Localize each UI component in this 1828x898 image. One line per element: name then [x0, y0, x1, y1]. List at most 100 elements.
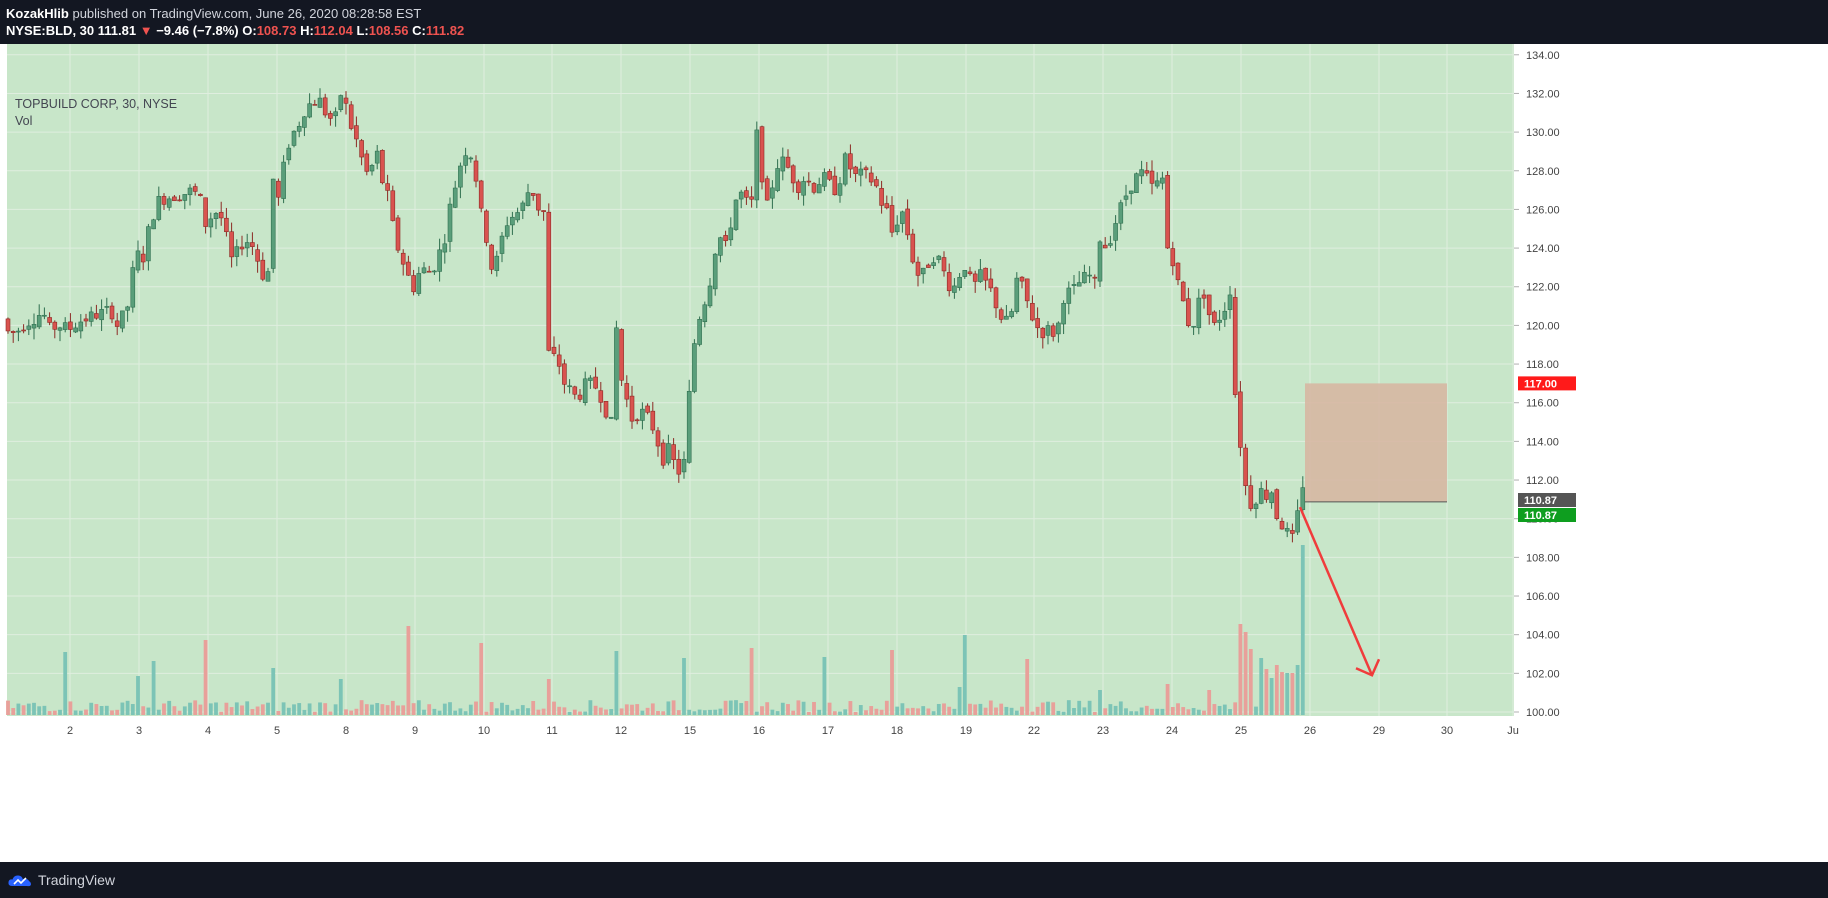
chart-container[interactable]: 100.00102.00104.00106.00108.00110.00112.…	[0, 44, 1828, 862]
candle-body	[1196, 297, 1202, 329]
volume-bar	[1035, 706, 1040, 715]
volume-bar	[832, 711, 837, 715]
volume-bar	[474, 701, 478, 715]
volume-bar	[1217, 705, 1222, 715]
volume-bar	[1233, 702, 1238, 715]
candle-body	[582, 378, 588, 403]
candle-body	[671, 444, 676, 460]
price-tick-label: 130.00	[1526, 127, 1560, 139]
volume-bar	[1124, 708, 1128, 715]
candle-body	[120, 310, 125, 329]
candle-body	[281, 161, 286, 199]
author-name[interactable]: KozakHlib	[6, 6, 69, 21]
volume-bar	[546, 679, 551, 715]
candle-body	[468, 157, 474, 160]
volume-bar	[541, 708, 546, 715]
candle-body	[239, 246, 245, 250]
candle-body	[593, 376, 598, 389]
candle-body	[614, 327, 619, 420]
candle-body	[135, 250, 141, 271]
candle-body	[634, 419, 640, 422]
candle-body	[1087, 274, 1092, 277]
volume-bar	[375, 703, 380, 715]
tradingview-logo[interactable]: TradingView	[8, 872, 115, 888]
tradingview-cloud-icon	[8, 875, 31, 887]
volume-bar	[1061, 711, 1066, 715]
candle-body	[437, 249, 442, 272]
volume-bar	[463, 711, 468, 715]
price-tick-label: 124.00	[1526, 243, 1560, 255]
candle-body	[920, 267, 926, 275]
volume-bar	[338, 679, 343, 715]
volume-bar	[635, 704, 640, 715]
price-marker-label: 110.87	[1524, 510, 1557, 522]
volume-bar	[396, 705, 400, 715]
close-value: 111.82	[425, 23, 465, 38]
volume-bar	[510, 710, 515, 715]
volume-bar	[952, 708, 957, 715]
volume-bar	[370, 704, 374, 715]
volume-bar	[843, 709, 848, 715]
volume-bar	[437, 710, 442, 715]
volume-bar	[78, 710, 83, 715]
volume-bar	[1290, 673, 1295, 715]
price-tick-label: 120.00	[1526, 320, 1560, 332]
price-marker	[1518, 493, 1576, 507]
candle-body	[47, 317, 52, 323]
volume-bar	[926, 708, 931, 715]
candle-body	[650, 410, 656, 431]
volume-bar	[1087, 700, 1092, 715]
candle-body	[978, 269, 983, 282]
volume-bar	[552, 701, 556, 715]
change-down-icon: ▼	[139, 23, 153, 38]
candle-body	[88, 311, 94, 322]
candle-body	[478, 180, 484, 209]
volume-bar	[780, 702, 785, 715]
volume-bar	[224, 702, 229, 715]
candle-body	[1227, 294, 1233, 310]
candle-body	[983, 267, 988, 281]
volume-bar	[708, 709, 712, 715]
candle-body	[400, 252, 406, 265]
volume-bar	[562, 707, 567, 715]
candle-body	[811, 183, 817, 193]
volume-bar	[11, 708, 16, 715]
candle-body	[328, 113, 333, 119]
volume-bar	[619, 708, 624, 715]
candle-body	[68, 321, 73, 330]
volume-bar	[1025, 659, 1030, 715]
volume-bar	[52, 710, 57, 715]
volume-bar	[1228, 709, 1232, 715]
left-margin	[0, 44, 7, 716]
volume-bar	[16, 703, 21, 715]
candle-body	[1284, 528, 1290, 532]
candle-body	[1248, 485, 1254, 509]
candle-body	[463, 155, 468, 166]
volume-bar	[1072, 708, 1076, 715]
candle-body	[104, 306, 110, 308]
time-tick-label: 24	[1166, 725, 1178, 737]
volume-bar	[614, 651, 619, 715]
candle-body	[10, 331, 16, 333]
volume-bar	[89, 702, 94, 715]
price-chart[interactable]: 100.00102.00104.00106.00108.00110.00112.…	[0, 44, 1828, 862]
time-tick-label: 2	[67, 725, 73, 737]
candle-body	[754, 129, 760, 201]
volume-bar	[671, 700, 676, 715]
volume-bar	[640, 710, 645, 715]
candle-body	[790, 165, 796, 184]
candle-body	[619, 329, 624, 381]
candle-body	[1300, 487, 1306, 510]
candle-body	[114, 320, 120, 327]
volume-bar	[962, 635, 967, 715]
candle-body	[499, 235, 505, 254]
candle-body	[374, 150, 380, 164]
candle-body	[640, 408, 645, 421]
volume-bar	[479, 643, 484, 715]
time-tick-label: Ju	[1507, 725, 1519, 737]
candle-body	[889, 205, 895, 233]
volume-bar	[136, 676, 140, 715]
candle-body	[952, 285, 957, 293]
volume-bar	[682, 658, 686, 715]
candle-body	[655, 430, 661, 447]
